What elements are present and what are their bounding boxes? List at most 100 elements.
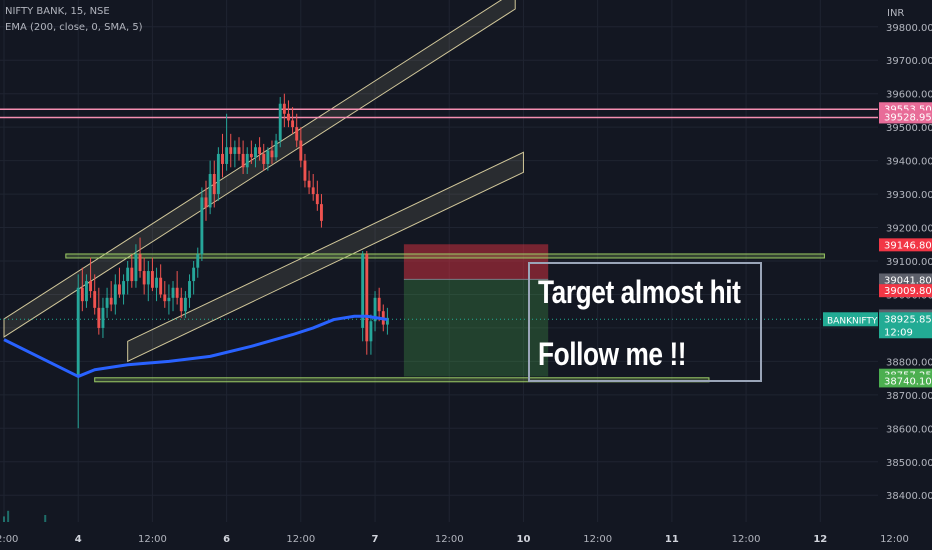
y-tick-label: 39600.00 xyxy=(886,90,932,101)
trend-channels[interactable] xyxy=(3,0,524,363)
x-tick-label: 4 xyxy=(75,534,82,545)
candle-body xyxy=(146,271,150,285)
x-tick-label: 12 xyxy=(813,534,827,545)
text-annotation[interactable]: Target almost hit Follow me !! xyxy=(528,262,762,382)
candle-body xyxy=(369,321,373,342)
x-tick-label: 10 xyxy=(516,534,530,545)
candle-body xyxy=(122,281,125,295)
y-tick-label: 38800.00 xyxy=(886,357,932,368)
candle-body xyxy=(175,287,179,298)
candle-body xyxy=(171,287,175,298)
price-label: 38925.85 xyxy=(884,314,932,325)
ema-line xyxy=(3,314,388,378)
target-zone xyxy=(403,279,549,377)
candle-body xyxy=(385,317,389,325)
candle-body xyxy=(142,271,146,285)
price-label-bg xyxy=(879,273,932,287)
price-label: 39146.80 xyxy=(884,240,932,251)
time-axis[interactable]: 12:00 4 12:00 6 12:00 7 12:00 10 12:00 11 12:00 12 1… xyxy=(0,522,932,550)
candle-body xyxy=(303,160,307,181)
price-label-bg xyxy=(879,110,932,124)
candle-body xyxy=(89,281,93,292)
candle-body xyxy=(361,254,365,328)
ema-200-line xyxy=(3,314,388,378)
candle-body xyxy=(254,147,257,158)
candle-body xyxy=(274,140,278,158)
candle-body xyxy=(295,127,299,141)
indicator-legend[interactable]: EMA (200, close, 0, SMA, 5) xyxy=(5,22,143,33)
x-tick-label: 12:00 xyxy=(435,534,464,545)
candle-body xyxy=(150,271,154,288)
y-tick-label: 38700.00 xyxy=(886,391,932,402)
price-label-bg xyxy=(879,238,932,252)
support-line-0 xyxy=(65,253,825,259)
candle-body xyxy=(299,140,303,161)
candle-body xyxy=(188,281,191,298)
price-label: 39528.95 xyxy=(884,112,932,123)
x-tick-label: 12:00 xyxy=(138,534,167,545)
x-tick-label: 12:00 xyxy=(286,534,315,545)
y-tick-label: 39400.00 xyxy=(886,157,932,168)
volume-bar xyxy=(3,516,5,522)
candle-body xyxy=(109,297,113,305)
volume-bars xyxy=(3,510,47,522)
candle-body xyxy=(163,294,167,302)
candle-body xyxy=(76,287,80,375)
x-tick-label: 12:00 xyxy=(732,534,761,545)
candle-body xyxy=(225,147,229,164)
y-tick-label: 39100.00 xyxy=(886,257,932,268)
candle-body xyxy=(365,254,369,342)
y-tick-label: 38400.00 xyxy=(886,491,932,502)
candle-body xyxy=(130,267,134,282)
y-tick-label: 39500.00 xyxy=(886,123,932,134)
x-tick-label: 7 xyxy=(372,534,379,545)
candle-body xyxy=(291,120,295,128)
candle-body xyxy=(307,180,311,188)
candle-body xyxy=(237,147,241,154)
volume-bar xyxy=(7,510,10,522)
candle-body xyxy=(113,284,117,305)
candle-body xyxy=(216,153,220,195)
candle-body xyxy=(270,150,274,158)
y-tick-label: 39300.00 xyxy=(886,190,932,201)
candle-body xyxy=(85,281,88,302)
candle-body xyxy=(266,150,270,164)
candle-body xyxy=(134,254,138,282)
candle-body xyxy=(241,153,245,168)
price-label-bg xyxy=(879,374,932,388)
candle-body xyxy=(233,147,237,154)
symbol-tag-bg xyxy=(823,312,878,327)
x-tick-label: 12:00 xyxy=(0,534,18,545)
candle-body xyxy=(262,153,266,164)
long-position-tool[interactable] xyxy=(403,244,549,377)
candle-body xyxy=(159,277,163,295)
candle-body xyxy=(377,297,381,312)
candle-body xyxy=(282,103,286,114)
y-tick-label: 39700.00 xyxy=(886,56,932,67)
symbol-title[interactable]: NIFTY BANK, 15, NSE xyxy=(5,6,110,17)
annotation-line-2: Follow me !! xyxy=(538,336,687,372)
candle-body xyxy=(97,307,101,328)
price-label: 38740.10 xyxy=(884,376,932,387)
x-tick-label: 12:00 xyxy=(880,534,909,545)
price-label-bg xyxy=(879,312,932,339)
candle-body xyxy=(80,287,84,302)
candle-body xyxy=(229,147,233,154)
annotation-line-1: Target almost hit xyxy=(538,274,741,310)
candle-body xyxy=(204,197,208,208)
volume-bar xyxy=(44,515,47,522)
x-tick-label: 11 xyxy=(665,534,679,545)
support-line-1 xyxy=(94,377,710,383)
candle-body xyxy=(167,297,171,302)
horizontal-levels[interactable] xyxy=(0,108,878,383)
price-label: 39553.50 xyxy=(884,104,932,115)
candle-body xyxy=(373,297,377,322)
channel-1 xyxy=(127,151,524,363)
x-tick-label: 6 xyxy=(223,534,230,545)
candle-body xyxy=(315,194,319,205)
stop-zone xyxy=(403,244,549,280)
y-tick-label: 39200.00 xyxy=(886,224,932,235)
candle-body xyxy=(245,153,249,168)
